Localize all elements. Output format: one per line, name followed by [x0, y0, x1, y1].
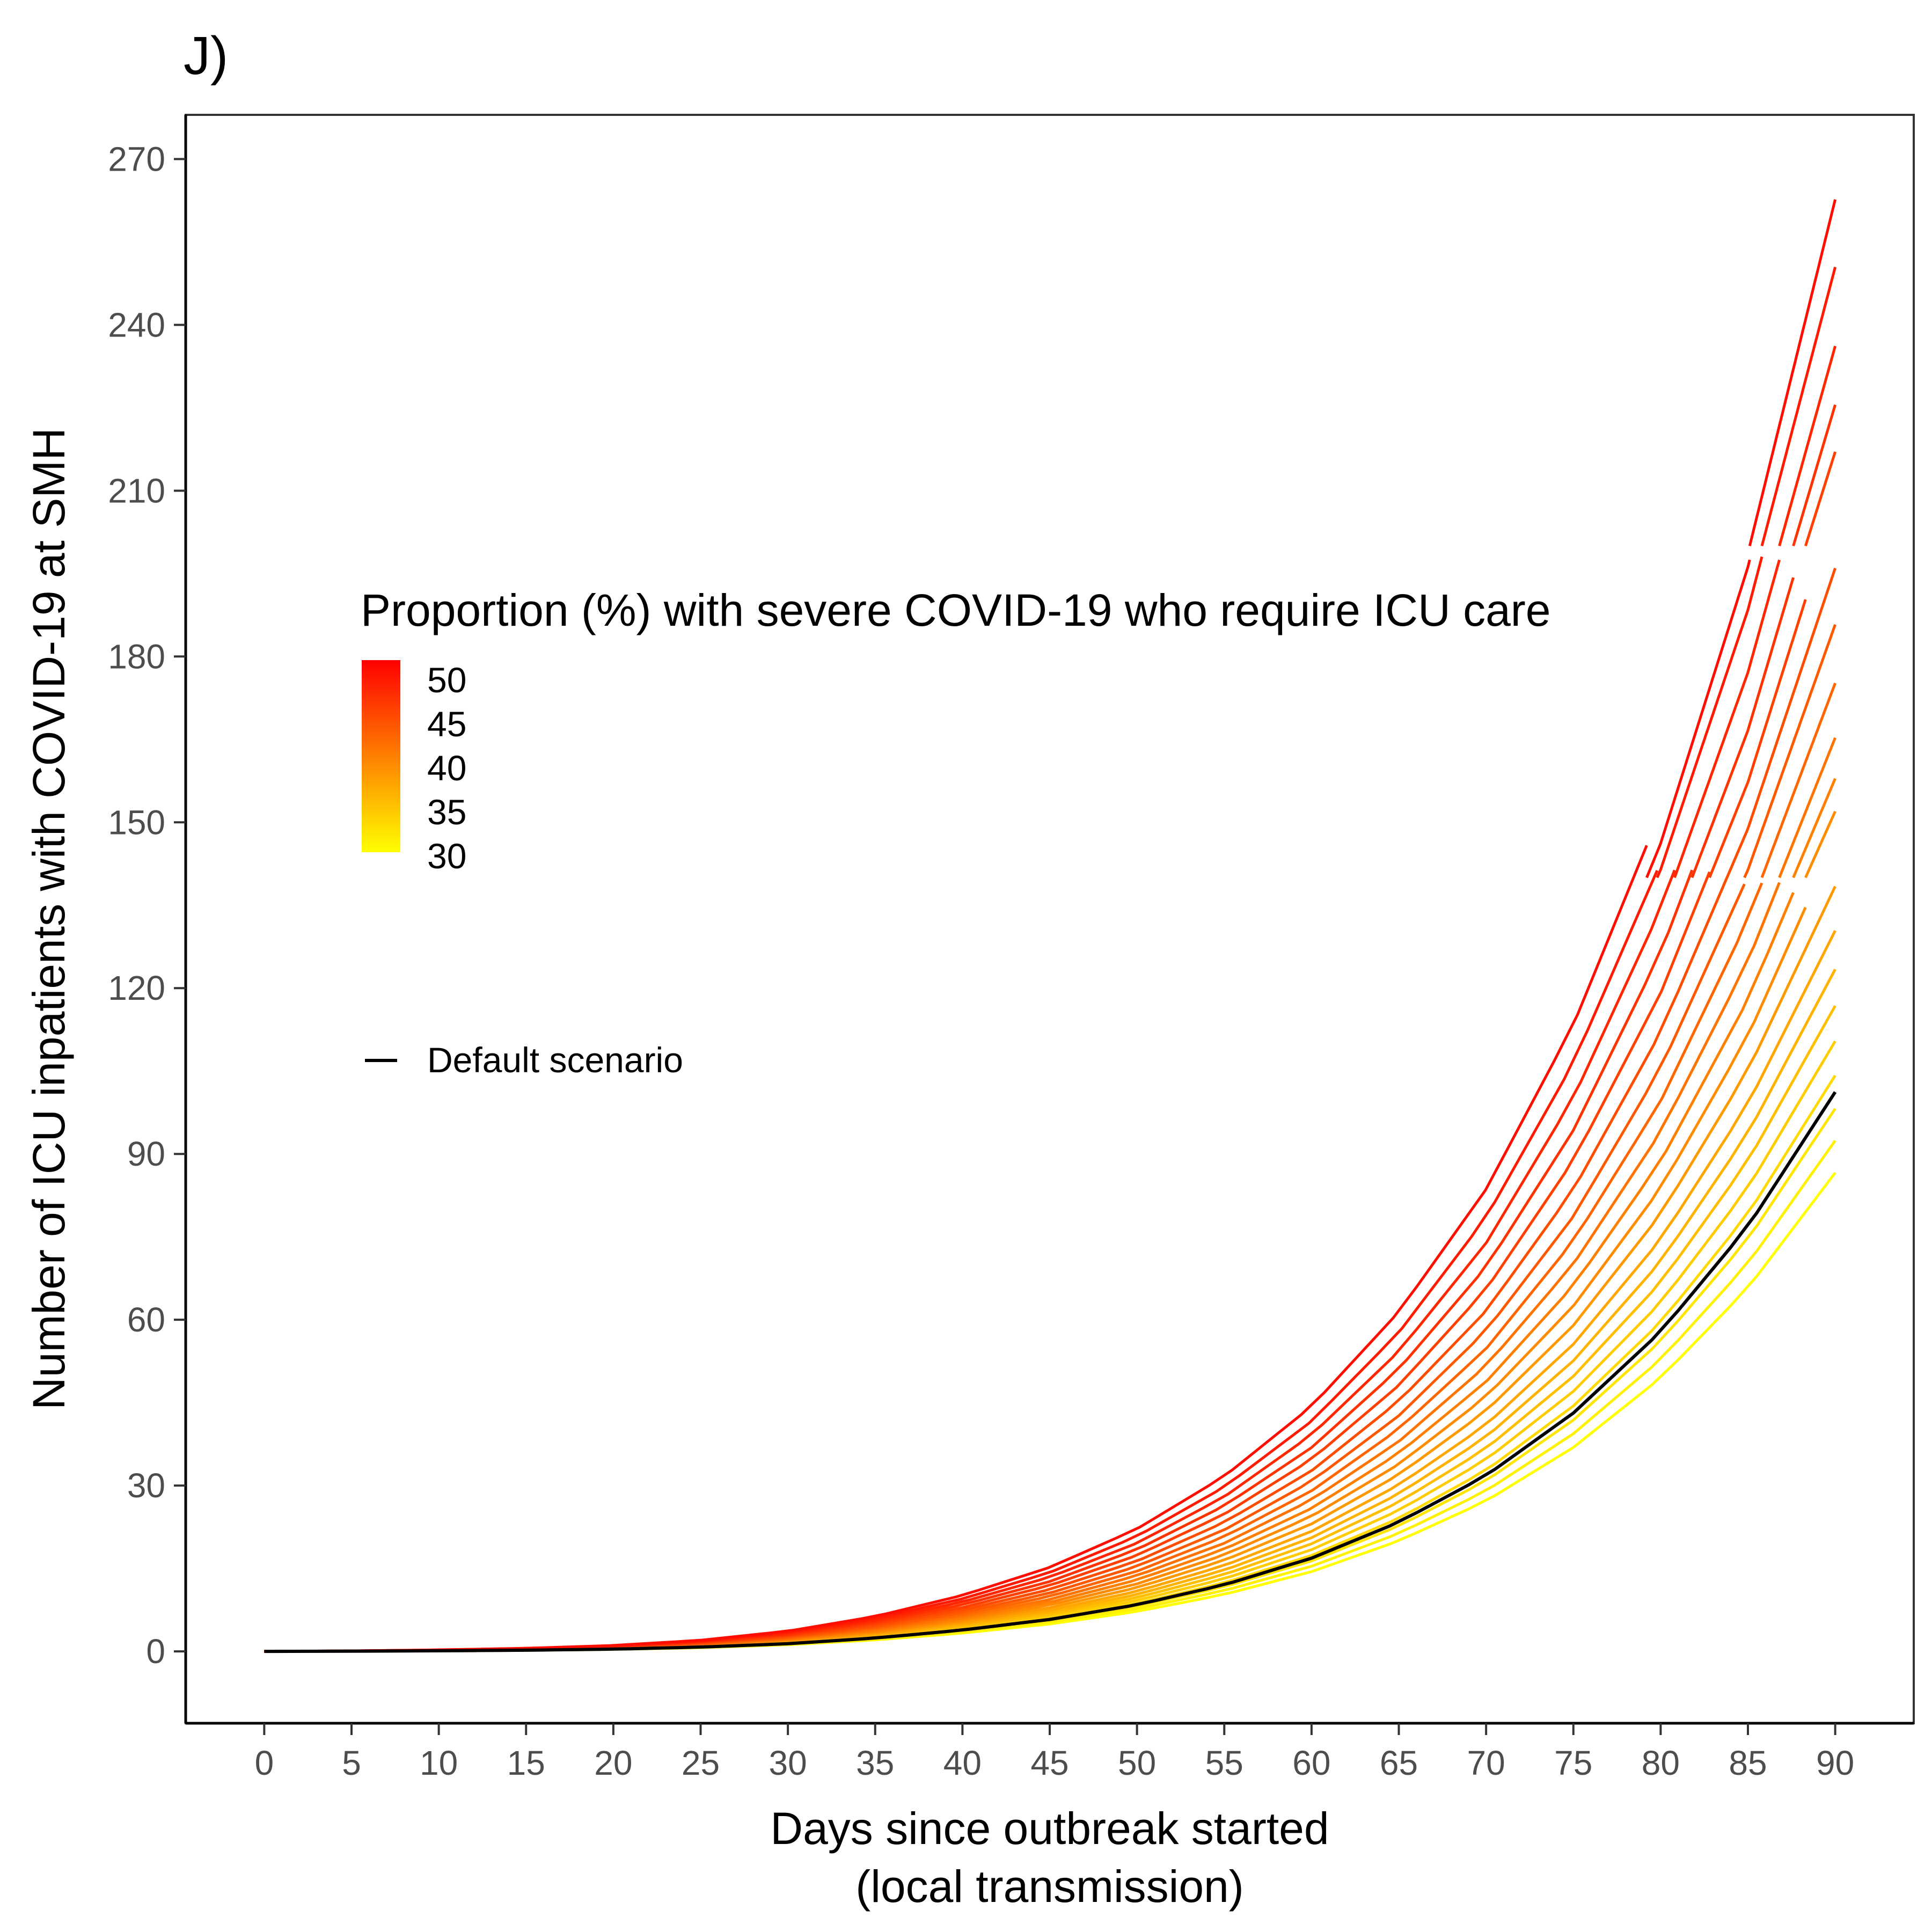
legend-label-30: 30 [427, 836, 466, 876]
x-tick-label: 20 [594, 1744, 632, 1782]
y-tick-label: 0 [146, 1632, 165, 1671]
y-tick-label: 240 [108, 305, 165, 344]
legend-title: Proportion (%) with severe COVID-19 who … [361, 585, 1550, 635]
x-tick-label: 15 [507, 1744, 545, 1782]
legend-label-40: 40 [427, 748, 466, 788]
y-tick-label: 120 [108, 969, 165, 1007]
series-line-41-seg1 [1778, 737, 1836, 879]
y-tick-label: 90 [127, 1135, 165, 1173]
x-axis-title-line1: Days since outbreak started [770, 1803, 1329, 1854]
series-line-39-seg1 [1804, 810, 1836, 879]
legend-label-50: 50 [427, 660, 466, 700]
x-tick-label: 75 [1554, 1744, 1592, 1782]
series-line-43-seg1 [1743, 624, 1836, 879]
x-tick-label: 30 [769, 1744, 807, 1782]
series-line-48-seg2 [1760, 266, 1837, 546]
x-tick-label: 10 [420, 1744, 458, 1782]
series-line-42-seg1 [1760, 683, 1836, 879]
legend-colorbar [362, 660, 400, 852]
x-tick-label: 25 [682, 1744, 720, 1782]
x-tick-label: 85 [1729, 1744, 1767, 1782]
x-tick-label: 80 [1642, 1744, 1680, 1782]
x-tick-label: 60 [1292, 1744, 1330, 1782]
legend-label-35: 35 [427, 792, 466, 832]
x-tick-label: 55 [1205, 1744, 1243, 1782]
y-tick-label: 60 [127, 1300, 165, 1339]
x-tick-label: 40 [943, 1744, 982, 1782]
x-tick-label: 50 [1118, 1744, 1156, 1782]
y-axis-title: Number of ICU inpatients with COVID-19 a… [24, 428, 74, 1410]
x-tick-label: 35 [856, 1744, 894, 1782]
plot-panel [185, 114, 1915, 1724]
series-line-47-seg2 [1778, 346, 1837, 546]
y-tick-label: 270 [108, 140, 165, 178]
x-tick-label: 45 [1030, 1744, 1069, 1782]
series-line-49-seg1 [1645, 559, 1751, 879]
default-scenario-line [264, 1091, 1837, 1653]
y-axis-ticks: 0 30 60 90 120 150 180 210 240 270 [108, 140, 186, 1671]
x-tick-label: 0 [255, 1744, 274, 1782]
panel-label: J) [184, 26, 228, 86]
y-tick-label: 210 [108, 471, 165, 510]
legend-default-label: Default scenario [427, 1040, 683, 1080]
series-line-46-seg1 [1690, 577, 1795, 879]
series-line-45-seg2 [1804, 451, 1836, 547]
x-tick-label: 90 [1816, 1744, 1854, 1782]
x-axis-title-line2: (local transmission) [855, 1861, 1244, 1912]
legend-label-45: 45 [427, 704, 466, 744]
legend: Proportion (%) with severe COVID-19 who … [361, 585, 1550, 1080]
series-line-49-seg2 [1748, 199, 1837, 546]
series-line-40-seg1 [1792, 778, 1836, 879]
x-tick-label: 70 [1467, 1744, 1505, 1782]
series-line-44-seg1 [1725, 567, 1836, 879]
default-scenario-layer [264, 1091, 1837, 1653]
y-tick-label: 180 [108, 637, 165, 676]
x-tick-label: 5 [342, 1744, 361, 1782]
y-tick-label: 30 [127, 1466, 165, 1505]
series-line-45-seg1 [1708, 599, 1807, 879]
y-tick-label: 150 [108, 803, 165, 841]
x-tick-label: 65 [1380, 1744, 1418, 1782]
series-line-46-seg2 [1792, 404, 1836, 547]
x-axis-ticks: 0 5 10 15 20 25 30 35 40 45 50 55 60 65 70 75 80 85 90 [255, 1723, 1854, 1782]
series-line-48-seg1 [1656, 556, 1763, 879]
series-line-47-seg1 [1673, 559, 1781, 879]
